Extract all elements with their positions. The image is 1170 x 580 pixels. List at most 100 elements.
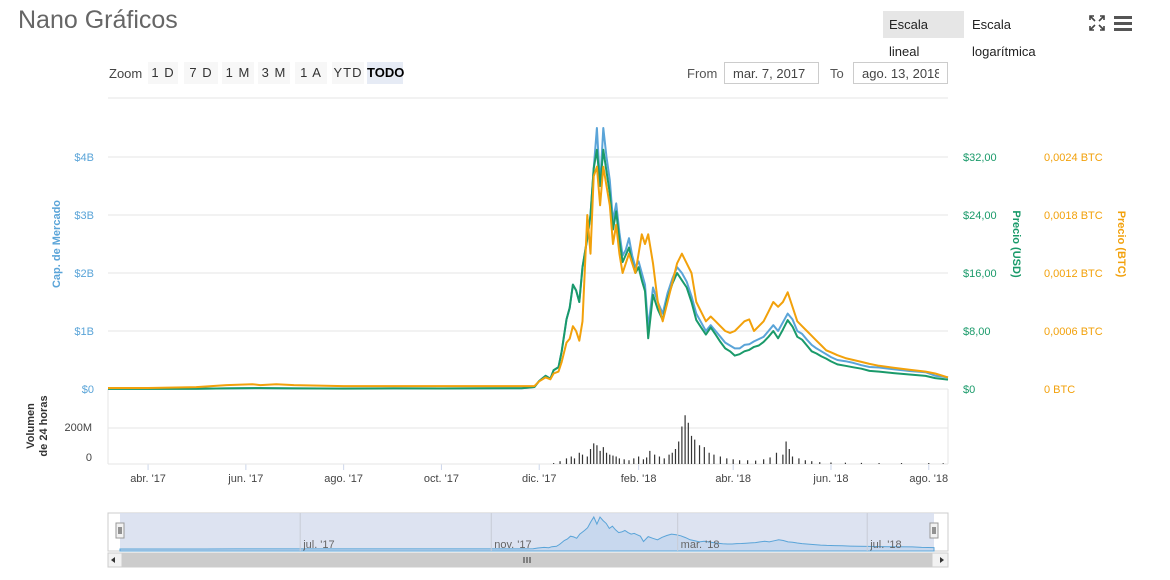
x-tick-label: abr. '17 (130, 473, 166, 485)
volume-bar (553, 463, 555, 464)
volume-bar (602, 447, 604, 464)
zoom-ytd-button[interactable]: YTD (332, 62, 364, 84)
hamburger-menu-icon[interactable] (1114, 14, 1132, 32)
navigator-right-handle (929, 522, 939, 539)
volume-bar (769, 457, 771, 464)
volume-bar (565, 458, 568, 464)
scroll-right-arrow-icon (940, 557, 944, 563)
to-date-input[interactable] (853, 62, 948, 84)
volume-bar (878, 463, 880, 464)
volume-bars (553, 415, 944, 464)
volume-bar (775, 452, 778, 464)
volume-bar (586, 456, 588, 464)
volume-bar (811, 461, 813, 464)
x-tick-label: abr. '18 (715, 473, 751, 485)
price-btc-tick-label: 0,0018 BTC (1044, 210, 1103, 222)
series-line-market_cap (108, 127, 949, 390)
price-btc-tick-label: 0,0006 BTC (1044, 326, 1103, 338)
volume-bar (615, 456, 617, 464)
navigator-left-handle (115, 522, 125, 539)
volume-bar (649, 450, 651, 464)
volume-axis-title-line1: Volumen (25, 403, 37, 449)
volume-bar (804, 460, 806, 464)
zoom-all-button[interactable]: TODO (367, 62, 404, 84)
zoom-label: Zoom (109, 66, 143, 81)
volume-bar (638, 456, 640, 464)
volume-bar (747, 460, 749, 464)
volume-grid-lines (107, 389, 949, 465)
volume-bar (782, 454, 784, 464)
volume-axis-title-line2: de 24 horas (38, 395, 50, 456)
zoom-1a-button[interactable]: 1 A (295, 62, 327, 84)
market-cap-tick-label: $1B (74, 326, 94, 338)
volume-bar (605, 452, 608, 464)
volume-bar (570, 456, 572, 464)
volume-bar (785, 441, 787, 464)
volume-bar (708, 452, 710, 464)
market-cap-tick-label: $4B (74, 152, 94, 164)
volume-bar (713, 454, 715, 464)
from-label: From (687, 66, 718, 81)
volume-bar (658, 456, 661, 464)
volume-bar (559, 461, 561, 464)
volume-bar (698, 445, 701, 464)
volume-bar (791, 456, 794, 464)
volume-bar (589, 449, 592, 464)
volume-bar (671, 452, 673, 464)
zoom-7d-button[interactable]: 7 D (184, 62, 218, 84)
price-btc-axis-title: Precio (BTC) (1115, 211, 1127, 278)
volume-bar (678, 441, 680, 464)
scroll-left-arrow-icon (111, 557, 115, 563)
volume-bar (687, 422, 689, 464)
zoom-3m-button[interactable]: 3 M (258, 62, 290, 84)
navigator-tick-label: mar. '18 (681, 539, 720, 551)
market-cap-axis-title: Cap. de Mercado (51, 200, 63, 288)
x-tick-label: dic. '17 (522, 473, 557, 485)
series-lines (108, 127, 949, 390)
volume-bar (681, 426, 683, 464)
price-btc-tick-label: 0,0024 BTC (1044, 152, 1103, 164)
scale-log-button[interactable]: Escala logarítmica (972, 17, 1036, 59)
page-title: Nano Gráficos (18, 6, 178, 34)
volume-bar (668, 454, 670, 464)
volume-bar (860, 462, 863, 464)
navigator-tick-label: nov. '17 (494, 539, 531, 551)
volume-bar (609, 454, 611, 464)
scale-linear-button[interactable]: Escala lineal (883, 11, 964, 59)
volume-bar (628, 460, 630, 464)
price-btc-tick-label: 0,0012 BTC (1044, 268, 1103, 280)
navigator[interactable]: jul. '17 nov. '17 mar. '18 jul. '18 (107, 512, 949, 568)
volume-bar (719, 456, 721, 464)
from-date-input[interactable] (724, 62, 819, 84)
x-tick-label: jun. '18 (812, 473, 848, 485)
volume-bar (642, 459, 645, 464)
volume-bar (646, 457, 648, 464)
volume-bar (633, 458, 635, 464)
volume-bar (900, 463, 903, 464)
zoom-1m-button[interactable]: 1 M (222, 62, 254, 84)
volume-bar (739, 460, 741, 464)
fullscreen-icon[interactable] (1088, 14, 1106, 32)
volume-bar (732, 459, 734, 464)
price-usd-tick-label: $16,00 (963, 268, 997, 280)
volume-bar (763, 459, 765, 464)
navigator-tick-label: jul. '17 (302, 539, 334, 551)
volume-bar (612, 455, 614, 464)
volume-bar (618, 458, 620, 464)
to-label: To (830, 66, 844, 81)
zoom-1d-button[interactable]: 1 D (148, 62, 178, 84)
grid-lines (108, 97, 948, 470)
volume-bar (596, 445, 598, 464)
price-usd-tick-label: $8,00 (963, 326, 991, 338)
volume-bar (654, 454, 656, 464)
navigator-series-area (119, 515, 935, 552)
volume-bar (623, 459, 625, 464)
x-tick-label: ago. '17 (324, 473, 363, 485)
volume-bar (694, 439, 696, 464)
volume-bar (798, 458, 800, 464)
x-tick-label: jun. '17 (227, 473, 263, 485)
axis-labels: $0 $1B $2B $3B $4B $0 $8,00 $16,00 $24,00 $32,00 0… (25, 152, 1127, 485)
volume-bar (690, 435, 693, 464)
x-tick-label: ago. '18 (909, 473, 948, 485)
